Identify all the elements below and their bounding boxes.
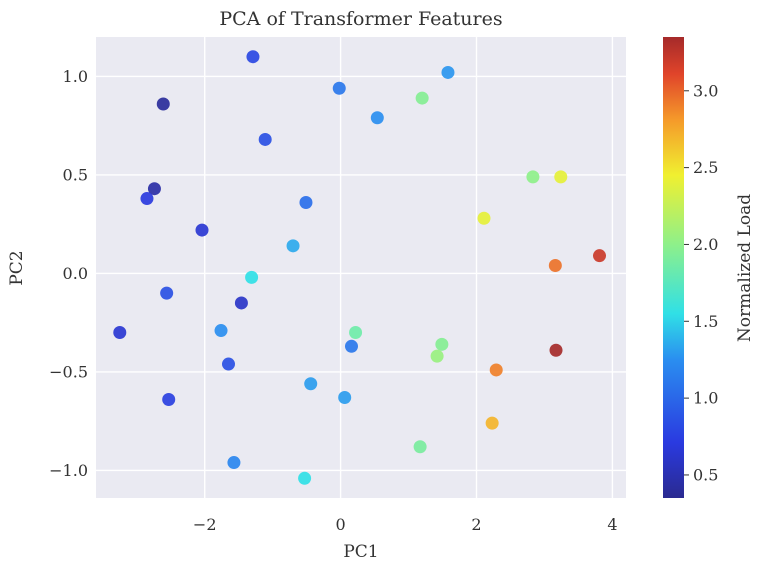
x-tick-label: 2 (471, 515, 481, 534)
colorbar-ticks: 0.5 1.0 1.5 2.0 2.5 3.0 (684, 81, 718, 484)
data-point (113, 326, 127, 340)
data-point (349, 326, 363, 340)
y-tick-label: 1.0 (63, 67, 88, 86)
data-point (415, 91, 429, 105)
x-tick-label: −2 (193, 515, 217, 534)
data-point (593, 249, 606, 263)
data-point (286, 239, 300, 253)
x-tick-label: 0 (336, 515, 346, 534)
data-point (548, 259, 562, 273)
y-tick-label: −0.5 (49, 362, 88, 381)
data-point (245, 270, 259, 284)
data-point (214, 324, 228, 338)
data-point (222, 357, 235, 371)
y-tick-label: −1.0 (49, 461, 88, 480)
data-point (485, 416, 499, 430)
data-point (162, 392, 176, 406)
data-point (549, 343, 563, 357)
data-point (298, 471, 312, 485)
data-point (234, 296, 248, 310)
data-point (338, 391, 352, 405)
colorbar-tick-label: 1.0 (693, 389, 718, 408)
data-point (332, 81, 346, 95)
chart-title: PCA of Transformer Features (219, 8, 502, 30)
colorbar-tick-label: 1.5 (693, 312, 718, 331)
data-point (195, 223, 209, 237)
data-point (526, 170, 540, 184)
colorbar-tick-label: 3.0 (693, 81, 718, 100)
data-point (160, 286, 174, 300)
x-tick-label: 4 (607, 515, 617, 534)
data-point (554, 170, 568, 184)
data-point (258, 132, 272, 146)
x-axis-ticks: −2 0 2 4 (193, 515, 618, 534)
y-tick-label: 0.0 (63, 264, 88, 283)
data-point (477, 211, 491, 225)
data-point (299, 195, 313, 209)
data-point (435, 337, 449, 351)
y-tick-label: 0.5 (63, 165, 88, 184)
data-point (227, 456, 241, 470)
y-axis-ticks: −1.0 −0.5 0.0 0.5 1.0 (49, 67, 88, 480)
colorbar-tick-label: 2.0 (693, 235, 718, 254)
grid (96, 37, 626, 498)
data-point (147, 182, 161, 196)
data-point (140, 192, 154, 206)
plot-area (96, 37, 626, 498)
data-point (489, 363, 503, 377)
data-point (246, 50, 260, 64)
y-axis-label: PC2 (7, 250, 27, 285)
data-point (370, 111, 384, 125)
data-point (413, 440, 427, 454)
colorbar-label: Normalized Load (735, 194, 755, 342)
data-points (113, 50, 606, 485)
colorbar (663, 37, 684, 498)
data-point (304, 377, 318, 391)
x-axis-label: PC1 (343, 542, 378, 562)
data-point (441, 65, 455, 79)
data-point (156, 97, 170, 111)
data-point (344, 339, 358, 353)
data-point (430, 349, 444, 363)
colorbar-tick-label: 2.5 (693, 158, 718, 177)
colorbar-tick-label: 0.5 (693, 465, 718, 484)
